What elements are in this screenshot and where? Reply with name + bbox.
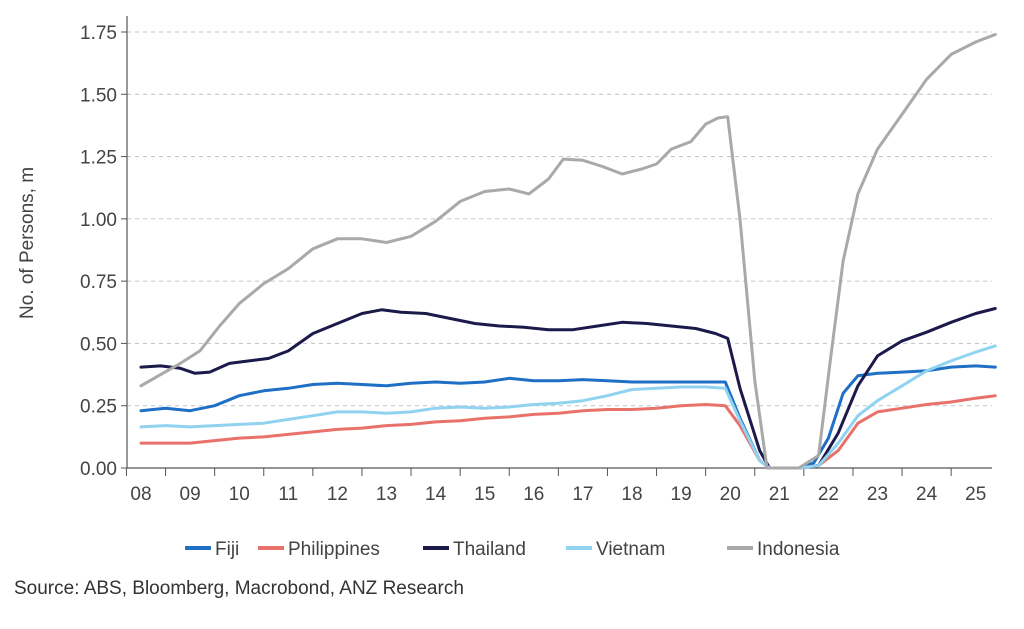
x-tick-label: 17 xyxy=(572,484,593,505)
legend-label-thailand: Thailand xyxy=(453,539,526,560)
x-tick-label: 12 xyxy=(327,484,348,505)
series-line-indonesia xyxy=(139,33,997,470)
x-tick-label: 09 xyxy=(180,484,201,505)
y-tick-label: 0.50 xyxy=(80,334,117,355)
gridlines xyxy=(121,31,992,469)
x-tick-label: 24 xyxy=(916,484,938,505)
y-tick-label: 1.25 xyxy=(80,148,117,169)
x-tick-label: 16 xyxy=(523,484,544,505)
legend: Fiji Philippines Thailand Vietnam Indonesia xyxy=(185,539,840,560)
x-tick-label: 13 xyxy=(376,484,397,505)
y-tick-label: 1.50 xyxy=(80,85,117,106)
x-tick-label: 18 xyxy=(621,484,642,505)
series-line-thailand xyxy=(139,307,997,470)
x-tick-label: 23 xyxy=(867,484,888,505)
x-tick-label: 14 xyxy=(425,484,447,505)
x-tick-label: 22 xyxy=(818,484,839,505)
series-line-philippines xyxy=(139,394,997,470)
y-axis-title: No. of Persons, m xyxy=(17,167,38,319)
source-note: Source: ABS, Bloomberg, Macrobond, ANZ R… xyxy=(14,578,464,599)
legend-label-philippines: Philippines xyxy=(288,539,380,560)
legend-label-fiji: Fiji xyxy=(215,539,239,560)
x-tick-label: 21 xyxy=(769,484,790,505)
series-line-fiji xyxy=(139,364,997,470)
x-tick-label: 25 xyxy=(965,484,986,505)
y-tick-label: 1.00 xyxy=(80,210,117,231)
x-tick-label: 15 xyxy=(474,484,495,505)
x-tick-label: 20 xyxy=(720,484,741,505)
y-tick-label: 1.75 xyxy=(80,23,117,44)
legend-label-indonesia: Indonesia xyxy=(757,539,840,560)
y-tick-label: 0.00 xyxy=(80,459,117,480)
series-line-vietnam xyxy=(139,344,997,470)
axes xyxy=(125,16,992,476)
y-tick-label: 0.75 xyxy=(80,272,117,293)
series-lines xyxy=(139,33,997,470)
legend-label-vietnam: Vietnam xyxy=(596,539,665,560)
x-tick-labels: 08 09 10 11 12 13 14 15 16 17 18 19 20 21 22 23 24 25 xyxy=(130,484,986,505)
x-tick-label: 10 xyxy=(229,484,250,505)
x-tick-label: 19 xyxy=(671,484,692,505)
x-tick-label: 08 xyxy=(130,484,151,505)
y-tick-label: 0.25 xyxy=(80,397,117,418)
x-tick-label: 11 xyxy=(278,484,298,505)
y-tick-labels: 0.00 0.25 0.50 0.75 1.00 1.25 1.50 1.75 xyxy=(80,23,117,480)
